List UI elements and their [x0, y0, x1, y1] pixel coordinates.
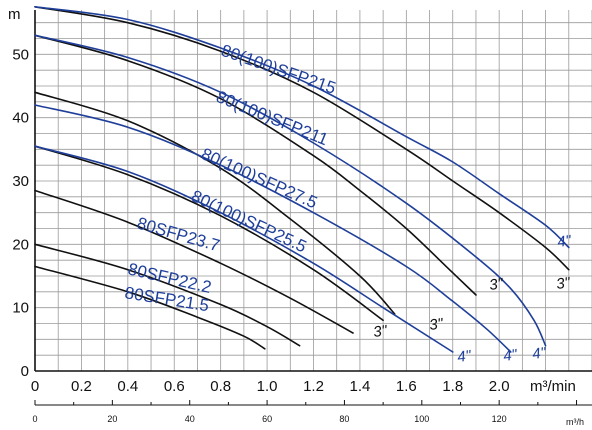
curve-80-100-sfp25-5-3in	[34, 145, 384, 322]
x-tick-label: 1.4	[349, 378, 370, 395]
x-tick-label: 1.2	[303, 378, 324, 395]
curve-80-100-sfp215-3in	[34, 6, 570, 271]
y-tick-label: 20	[12, 236, 29, 253]
y-axis-unit: m	[8, 6, 21, 23]
x-tick-label: 1.8	[442, 378, 463, 395]
x-tick-label: 0.4	[117, 378, 138, 395]
pipe-size-label: 3"	[488, 275, 505, 294]
secondary-x-tick-label: 0	[32, 414, 37, 424]
curve-80-100-sfp211-4in	[34, 34, 547, 347]
curve-80-100-sfp25-5-4in	[34, 145, 454, 353]
pipe-size-label: 3"	[555, 274, 572, 293]
curve-80-100-sfp27-5-4in	[34, 104, 512, 353]
y-tick-label: 0	[21, 363, 29, 380]
x-tick-label: 0.2	[71, 378, 92, 395]
secondary-x-tick-label: 80	[339, 414, 349, 424]
y-tick-label: 50	[12, 46, 29, 63]
curve-name-label: 80SFP23.7	[135, 214, 222, 256]
performance-curves	[34, 6, 570, 353]
x-tick-label: 1.6	[396, 378, 417, 395]
curve-80sfp21-5	[34, 265, 266, 350]
curve-labels: 80(100)SFP21580(100)SFP21180(100)SFP27.5…	[123, 41, 572, 366]
secondary-x-axis-unit: m³/h	[566, 417, 584, 427]
secondary-x-tick-label: 100	[414, 414, 429, 424]
curve-80-100-sfp215-4in	[34, 6, 570, 249]
x-tick-label: 0.8	[210, 378, 231, 395]
curve-80sfp23-7	[34, 189, 354, 334]
x-tick-label: 1.0	[257, 378, 278, 395]
y-tick-label: 30	[12, 173, 29, 190]
pipe-size-label: 4"	[556, 232, 573, 251]
x-tick-label: 0.6	[164, 378, 185, 395]
x-axis-unit: m³/min	[530, 378, 576, 395]
pipe-size-label: 4"	[456, 347, 473, 366]
x-tick-label: 2.0	[489, 378, 510, 395]
secondary-x-tick-label: 20	[107, 414, 117, 424]
tick-labels: 0 10 20 30 40 50 0 0.2 0.4 0.6 0.8 1.0 1.2 1.4 1.6 1.8 2…	[12, 46, 509, 424]
secondary-x-tick-label: 60	[262, 414, 272, 424]
pipe-size-label: 4"	[502, 346, 519, 365]
grid	[35, 10, 592, 371]
curve-80-100-sfp27-5-3in	[34, 91, 396, 315]
secondary-x-tick-label: 120	[492, 414, 507, 424]
secondary-x-tick-label: 40	[185, 414, 195, 424]
x-tick-label: 0	[31, 378, 39, 395]
curve-80-100-sfp211-3in	[34, 34, 477, 296]
pipe-size-label: 3"	[372, 322, 389, 341]
curve-80sfp22-2	[34, 243, 301, 347]
y-tick-label: 10	[12, 300, 29, 317]
pipe-size-label: 3"	[428, 315, 445, 334]
y-tick-label: 40	[12, 110, 29, 127]
curve-name-label: 80(100)SFP215	[219, 41, 339, 98]
pipe-size-label: 4"	[531, 344, 548, 363]
